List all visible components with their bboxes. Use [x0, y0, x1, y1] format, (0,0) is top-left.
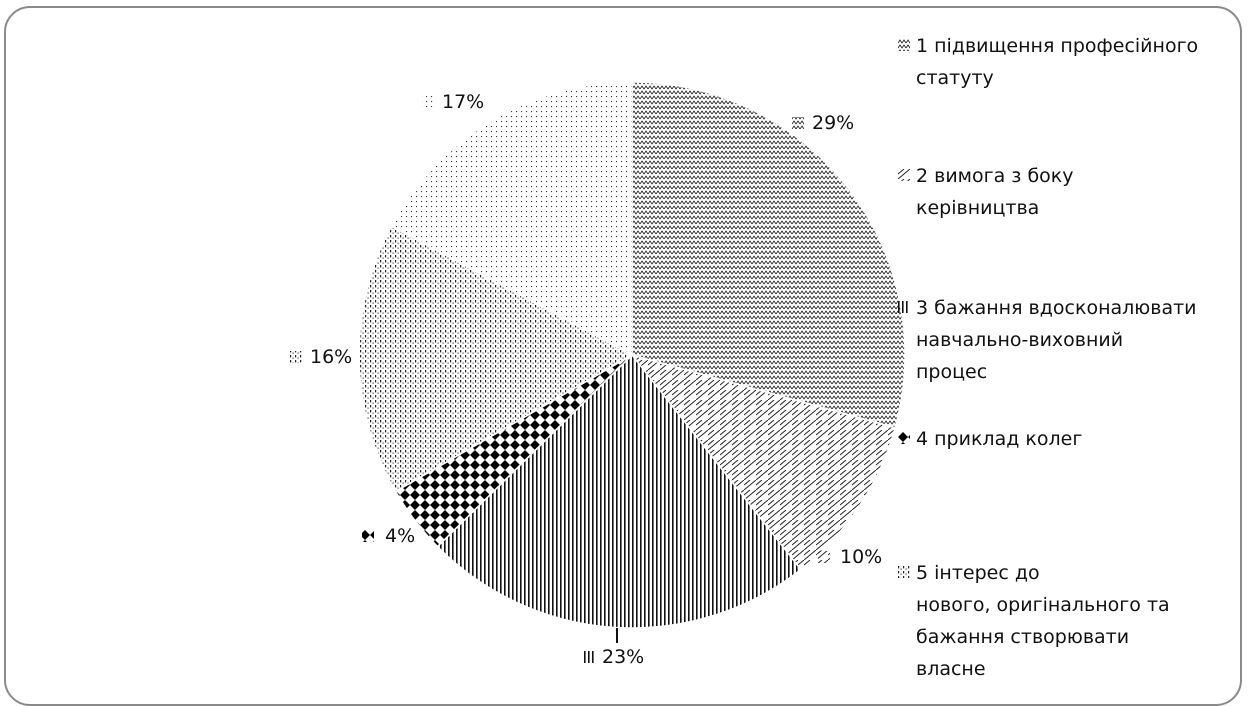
legend-item-4: 4 приклад колег: [898, 423, 1243, 455]
legend-swatch-zigzag: [898, 39, 910, 51]
slice-value-label-4: 4%: [385, 525, 415, 547]
pie-slice-1: [631, 81, 906, 429]
legend-item-5-line-2: нового, оригінального та: [916, 594, 1170, 616]
legend-swatch-dashed-grid: [898, 566, 910, 578]
slice-label-marker-4: [362, 530, 374, 542]
legend-item-3-line-1: 3 бажання вдосконалювати: [916, 297, 1197, 319]
legend-item-1-line-1: 1 підвищення професійного: [916, 35, 1199, 57]
legend-swatch-vertical-lines: [898, 301, 910, 313]
legend-item-2-line-1: 2 вимога з боку: [916, 165, 1074, 187]
legend-item-2: 2 вимога з боку керівництва: [898, 160, 1243, 224]
legend-item-5-line-3: бажання створювати: [916, 626, 1130, 648]
slice-label-marker-1: [792, 117, 804, 129]
slice-label-marker-2: [818, 551, 830, 563]
slice-label-marker-3: [582, 651, 594, 663]
slice-value-label-6: 17%: [442, 91, 484, 113]
legend-swatch-brick: [898, 169, 910, 181]
legend-swatch-checker: [898, 432, 910, 444]
legend-item-5-line-1: 5 інтерес до: [916, 562, 1040, 584]
pie-slice-6: [390, 81, 633, 357]
pie-chart: 29% 10% 23% 4% 16% 17%: [290, 81, 906, 668]
slice-value-label-3: 23%: [602, 646, 644, 668]
pie-slice-3: [436, 353, 802, 629]
legend-item-5: 5 інтерес до нового, оригінального та бажа…: [898, 557, 1243, 685]
slice-value-label-2: 10%: [840, 546, 882, 568]
pie-slice-2: [629, 353, 897, 571]
slice-label-marker-5: [290, 351, 302, 363]
slice-label-marker-6: [422, 96, 434, 108]
slice-value-label-5: 16%: [310, 346, 352, 368]
legend-item-5-line-4: власне: [916, 658, 986, 680]
legend-item-3-line-2: навчально-виховний: [916, 329, 1124, 351]
legend-item-3: 3 бажання вдосконалювати навчально-виховн…: [898, 292, 1243, 388]
legend-item-3-line-3: процес: [916, 361, 988, 383]
legend-item-1: 1 підвищення професійного статуту: [898, 30, 1243, 94]
legend-item-4-line-1: 4 приклад колег: [916, 428, 1083, 450]
legend-item-2-line-2: керівництва: [916, 197, 1040, 219]
legend-item-1-line-2: статуту: [916, 67, 994, 89]
pie-slice-5: [358, 225, 634, 493]
slice-value-label-1: 29%: [812, 112, 854, 134]
